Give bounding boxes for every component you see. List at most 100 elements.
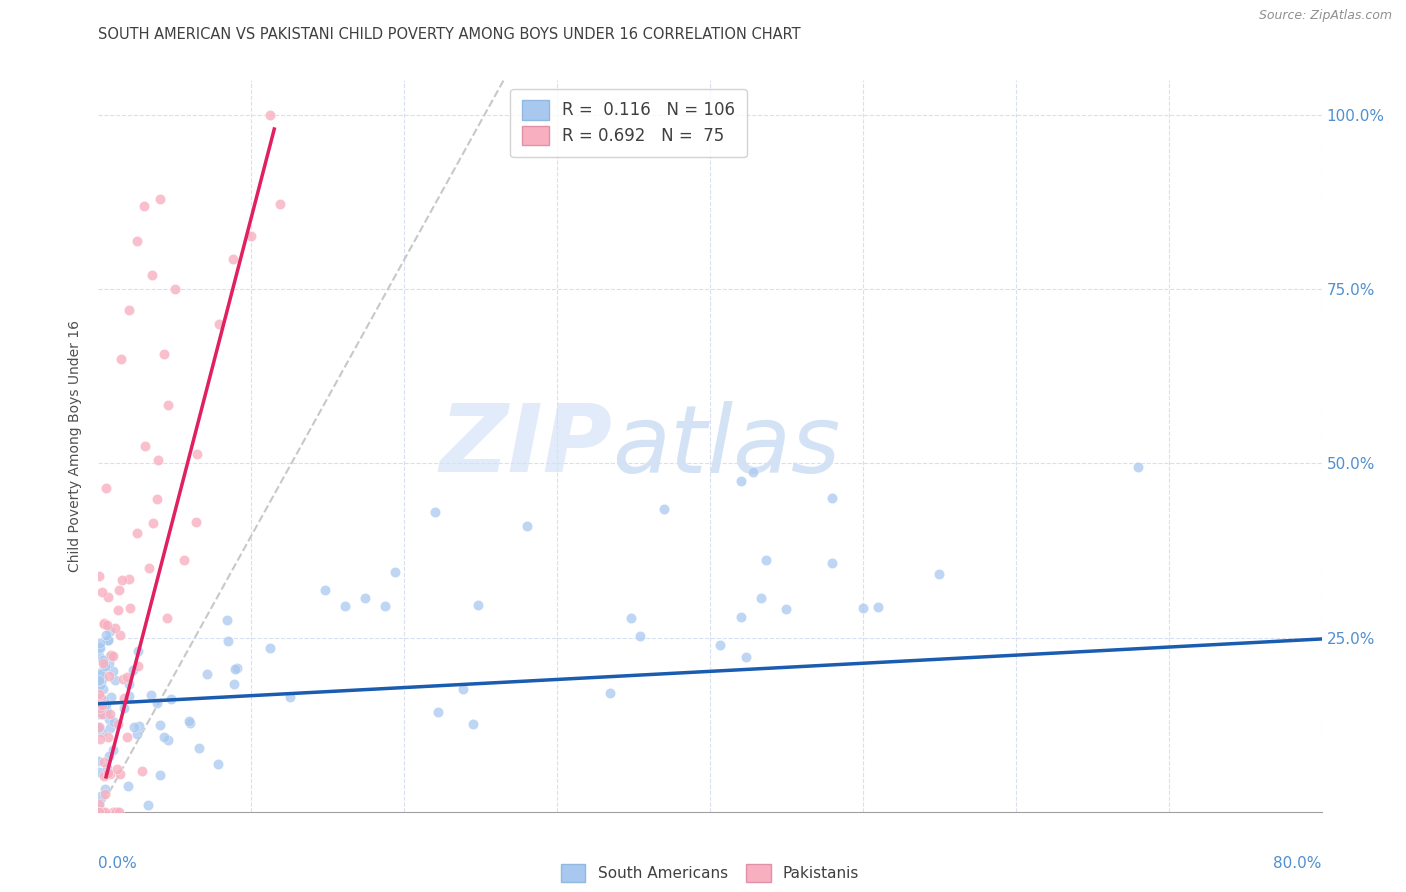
Point — [128, 719, 150, 733]
Point — [821, 491, 844, 506]
Point — [138, 561, 160, 575]
Point — [335, 599, 357, 614]
Point — [217, 634, 239, 648]
Point — [741, 465, 763, 479]
Point — [118, 677, 141, 691]
Point — [734, 649, 756, 664]
Point — [89, 687, 111, 701]
Point — [118, 303, 141, 318]
Point — [87, 665, 110, 680]
Point — [101, 805, 124, 819]
Point — [117, 779, 139, 793]
Point — [146, 491, 169, 506]
Point — [259, 641, 281, 656]
Point — [90, 672, 112, 686]
Text: ZIP: ZIP — [439, 400, 612, 492]
Point — [93, 707, 115, 722]
Point — [195, 666, 218, 681]
Point — [149, 718, 172, 732]
Point — [91, 725, 114, 739]
Point — [730, 474, 752, 488]
Point — [208, 317, 231, 331]
Point — [353, 591, 375, 606]
Point — [96, 618, 118, 632]
Point — [451, 682, 474, 697]
Point — [97, 669, 120, 683]
Point — [93, 658, 115, 673]
Point — [98, 766, 121, 780]
Point — [89, 678, 111, 692]
Point — [91, 657, 114, 671]
Point — [120, 601, 142, 615]
Point — [775, 602, 797, 616]
Point — [186, 447, 208, 461]
Point — [108, 628, 131, 642]
Point — [87, 640, 110, 654]
Point — [157, 733, 180, 747]
Point — [91, 653, 114, 667]
Point — [928, 566, 950, 581]
Point — [118, 690, 141, 704]
Point — [98, 721, 121, 735]
Point — [93, 755, 115, 769]
Point — [224, 662, 246, 676]
Point — [374, 599, 396, 614]
Point — [93, 805, 115, 819]
Point — [87, 805, 110, 819]
Text: 0.0%: 0.0% — [98, 855, 138, 871]
Point — [226, 661, 249, 675]
Point — [87, 764, 110, 779]
Point — [1128, 459, 1150, 474]
Point — [93, 781, 115, 796]
Point — [94, 628, 117, 642]
Point — [628, 629, 651, 643]
Point — [131, 764, 153, 779]
Point — [121, 663, 143, 677]
Point — [89, 732, 111, 747]
Point — [87, 805, 110, 819]
Point — [110, 351, 132, 366]
Point — [240, 229, 263, 244]
Text: Source: ZipAtlas.com: Source: ZipAtlas.com — [1258, 9, 1392, 22]
Point — [426, 706, 449, 720]
Point — [100, 648, 122, 662]
Point — [749, 591, 772, 605]
Point — [104, 621, 127, 635]
Point — [160, 691, 183, 706]
Point — [98, 624, 121, 638]
Point — [107, 716, 129, 731]
Point — [103, 648, 125, 663]
Point — [93, 769, 115, 783]
Point — [87, 720, 110, 734]
Point — [187, 741, 209, 756]
Point — [103, 715, 125, 730]
Point — [115, 670, 138, 684]
Point — [91, 805, 114, 819]
Point — [98, 712, 121, 726]
Point — [111, 573, 134, 587]
Point — [91, 707, 114, 722]
Point — [96, 761, 118, 775]
Point — [152, 730, 174, 744]
Point — [90, 585, 112, 599]
Point — [516, 519, 538, 533]
Point — [112, 701, 135, 715]
Point — [96, 481, 118, 495]
Point — [259, 108, 281, 122]
Point — [177, 714, 200, 728]
Point — [105, 805, 128, 819]
Point — [224, 677, 246, 691]
Point — [620, 611, 643, 625]
Point — [87, 568, 110, 582]
Point — [89, 805, 111, 819]
Point — [278, 690, 301, 705]
Point — [89, 707, 111, 722]
Point — [94, 702, 117, 716]
Point — [87, 754, 110, 768]
Point — [94, 697, 117, 711]
Point — [112, 691, 135, 706]
Point — [89, 701, 111, 715]
Point — [868, 599, 890, 614]
Point — [94, 705, 117, 719]
Point — [93, 787, 115, 801]
